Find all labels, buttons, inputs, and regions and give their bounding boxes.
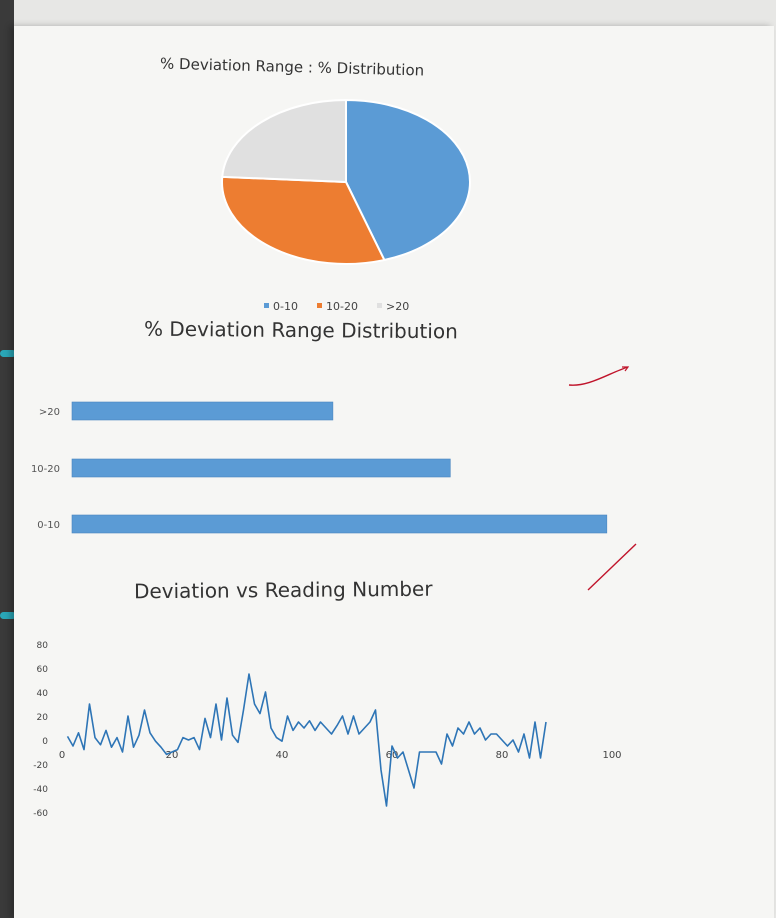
checkmark-mark	[568, 366, 630, 386]
binder-ring	[0, 350, 16, 357]
bar	[71, 458, 451, 478]
checkmark-mark	[587, 543, 637, 591]
category-label: 0-10	[37, 520, 60, 531]
legend-label: 10-20	[326, 300, 358, 313]
x-tick-label: 40	[276, 750, 289, 761]
legend-swatch	[317, 303, 322, 308]
bar	[71, 401, 334, 421]
pie-slice	[345, 98, 471, 262]
y-tick-label: 20	[37, 713, 49, 723]
y-tick-label: -40	[33, 785, 48, 795]
y-tick-label: 0	[42, 737, 48, 747]
line-chart-title: Deviation vs Reading Number	[133, 576, 433, 604]
binder-edge	[0, 0, 14, 918]
checkmark-stroke	[622, 366, 630, 372]
y-tick-label: 60	[37, 665, 49, 675]
category-label: 10-20	[31, 464, 60, 475]
y-tick-label: 40	[37, 689, 49, 699]
x-tick-label: 20	[166, 750, 179, 761]
pie-slice	[221, 175, 386, 265]
y-tick-label: 80	[37, 641, 49, 651]
category-label: >20	[39, 407, 60, 418]
line-series	[66, 673, 547, 807]
x-tick-label: 0	[59, 750, 65, 761]
report-page: % Deviation Range : % Distribution 0-10 1…	[14, 26, 774, 918]
x-tick-label: 60	[386, 750, 399, 761]
pie-chart-title: % Deviation Range : % Distribution	[159, 54, 425, 80]
checkmark-stroke	[587, 543, 637, 591]
y-tick-label: -20	[33, 761, 48, 771]
bar-chart-title: % Deviation Range Distribution	[143, 316, 458, 344]
binder-ring	[0, 612, 16, 619]
legend-swatch	[264, 303, 269, 308]
legend-swatch	[377, 303, 382, 308]
x-tick-label: 80	[496, 750, 509, 761]
bar	[71, 514, 608, 534]
legend-label: 0-10	[273, 300, 298, 313]
pie-slice	[221, 98, 347, 184]
pie-chart: 0-10 10-20 >20	[221, 98, 471, 313]
y-tick-label: -60	[33, 809, 48, 819]
checkmark-stroke	[568, 366, 629, 386]
legend-label: >20	[386, 300, 409, 313]
x-tick-label: 100	[602, 750, 621, 761]
